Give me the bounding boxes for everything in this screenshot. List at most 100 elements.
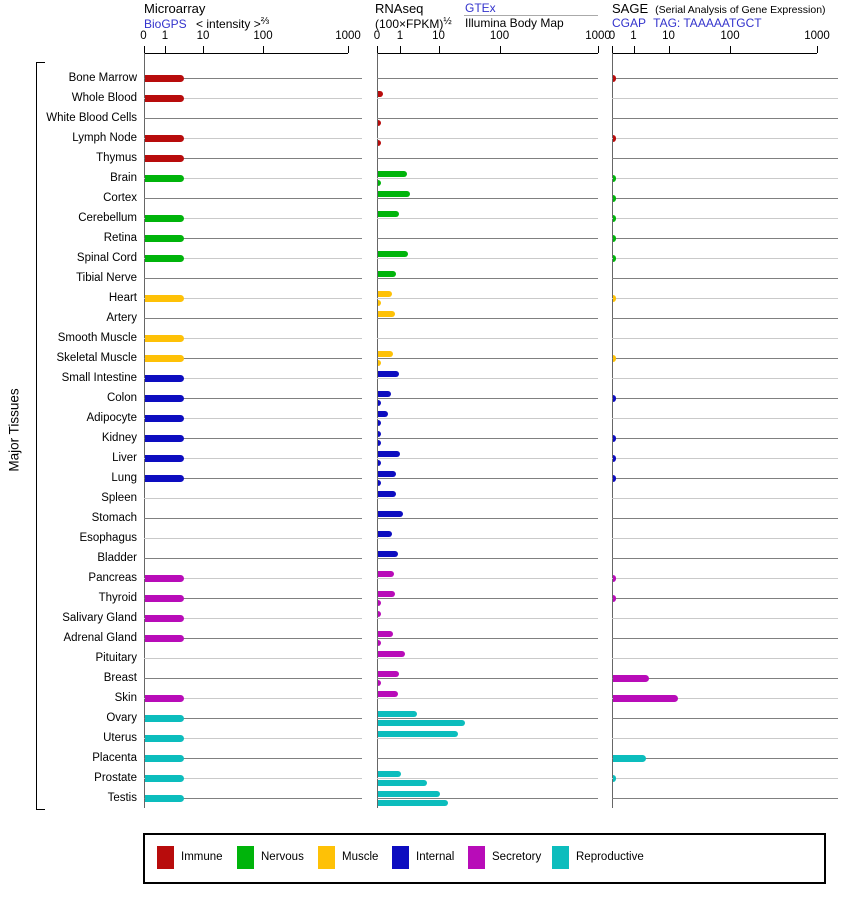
microarray-row-line-spleen [143,498,362,499]
sage-axis-tick-1 [633,46,635,53]
sage-row-line-artery [612,318,838,319]
rnaseq-axis-tick-1000 [598,46,599,53]
tissue-label-placenta: Placenta [92,752,137,764]
tissue-label-bone-marrow: Bone Marrow [68,72,137,84]
bar-rnaseq-illumina-prostate [378,780,428,786]
rnaseq-dataset-divider [464,14,598,16]
tissue-label-tibial-nerve: Tibial Nerve [76,272,137,284]
bar-sage-bone-marrow [613,74,616,82]
sage-axis-tick-label-100: 100 [720,30,740,42]
rnaseq-axis-tick-label-1000: 1000 [585,30,611,42]
bar-rnaseq-gtex-brain [378,171,407,177]
bar-rnaseq-gtex-bladder [378,551,398,557]
tissue-label-skin: Skin [114,692,137,704]
rnaseq-panel-title: RNAseq [375,1,424,16]
bar-microarray-liver [144,454,185,462]
bar-sage-prostate [613,774,616,782]
rnaseq-axis-tick-100 [499,46,501,53]
bar-rnaseq-gtex-stomach [378,511,403,517]
bar-rnaseq-illumina-brain [378,180,381,186]
microarray-row-line-pituitary [143,658,362,659]
rnaseq-panel-formula: (100×FPKM)½ [375,16,452,31]
tissue-label-bladder: Bladder [97,552,137,564]
bar-rnaseq-gtex-uterus [378,731,458,737]
bar-rnaseq-illumina-white-blood-cells [378,120,381,126]
microarray-axis-tick-1000 [348,46,349,53]
microarray-axis-tick-0 [143,46,145,53]
gtex-link[interactable]: GTEx [465,1,496,15]
bar-microarray-spinal-cord [144,254,185,262]
bar-sage-liver [613,454,616,462]
sage-row-line-bone-marrow [612,78,838,79]
rnaseq-axis-tick-label-10: 10 [432,30,445,42]
rnaseq-row-line-spinal-cord [377,258,598,259]
microarray-row-line-white-blood-cells [143,118,362,119]
bar-microarray-lung [144,474,185,482]
sage-row-line-spinal-cord [612,258,838,259]
microarray-row-line-brain [143,178,362,179]
bar-microarray-placenta [144,754,185,762]
microarray-row-line-ovary [143,718,362,719]
tissue-category-legend [143,833,826,884]
microarray-row-line-adipocyte [143,418,362,419]
cgap-link[interactable]: CGAP [612,16,646,30]
rnaseq-row-line-bladder [377,558,598,559]
bar-rnaseq-illumina-breast [378,680,381,686]
microarray-panel-title: Microarray [144,1,206,16]
rnaseq-axis-tick-0 [377,46,378,53]
rnaseq-row-line-liver [377,458,598,459]
microarray-axis-tick-label-0: 0 [140,30,147,42]
microarray-row-line-spinal-cord [143,258,362,259]
bar-microarray-uterus [144,734,185,742]
rnaseq-row-line-retina [377,238,598,239]
bar-rnaseq-gtex-breast [378,671,399,677]
sage-row-line-liver [612,458,838,459]
rnaseq-axis-baseline [377,53,598,54]
rnaseq-row-line-esophagus [377,538,598,539]
bar-microarray-cerebellum [144,214,185,222]
tissue-label-lymph-node: Lymph Node [72,132,137,144]
sage-row-line-kidney [612,438,838,439]
sage-title-note: (Serial Analysis of Gene Expression) [655,4,826,16]
tissue-label-cerebellum: Cerebellum [78,212,137,224]
bar-rnaseq-illumina-skeletal-muscle [378,360,381,366]
rnaseq-row-line-cortex [377,198,598,199]
legend-label-nervous: Nervous [261,851,304,863]
rnaseq-row-line-artery [377,318,598,319]
sage-row-line-testis [612,798,838,799]
sage-row-line-brain [612,178,838,179]
bar-rnaseq-illumina-adipocyte [378,420,381,426]
sage-row-line-placenta [612,758,838,759]
microarray-row-line-smooth-muscle [143,338,362,339]
microarray-row-line-thymus [143,158,362,159]
microarray-row-line-prostate [143,778,362,779]
bar-rnaseq-gtex-whole-blood [378,91,383,97]
sage-row-line-breast [612,678,838,679]
microarray-exponent: ⅔ [260,16,270,27]
bar-microarray-skeletal-muscle [144,354,185,362]
tissue-label-whole-blood: Whole Blood [71,92,137,104]
tissue-label-cortex: Cortex [103,192,137,204]
legend-label-reproductive: Reproductive [576,851,644,863]
microarray-panel-subtitle: BioGPS < intensity >⅔ [144,16,269,31]
bar-microarray-thyroid [144,594,185,602]
microarray-axis-tick-10 [203,46,204,53]
sage-row-line-pituitary [612,658,838,659]
tissue-label-retina: Retina [103,232,137,244]
legend-swatch-reproductive [552,846,569,869]
microarray-row-line-heart [143,298,362,299]
rnaseq-row-line-testis [377,798,598,799]
microarray-row-line-lymph-node [143,138,362,139]
microarray-row-line-uterus [143,738,362,739]
microarray-row-line-cerebellum [143,218,362,219]
rnaseq-row-line-thymus [377,158,598,159]
bar-rnaseq-illumina-lung [378,480,381,486]
microarray-axis-tick-label-1000: 1000 [335,30,361,42]
biogps-link[interactable]: BioGPS [144,17,187,31]
bar-rnaseq-gtex-kidney [378,431,381,437]
rnaseq-axis-tick-10 [438,46,440,53]
legend-swatch-nervous [237,846,254,869]
tissue-label-breast: Breast [103,672,137,684]
sage-row-line-adipocyte [612,418,838,419]
